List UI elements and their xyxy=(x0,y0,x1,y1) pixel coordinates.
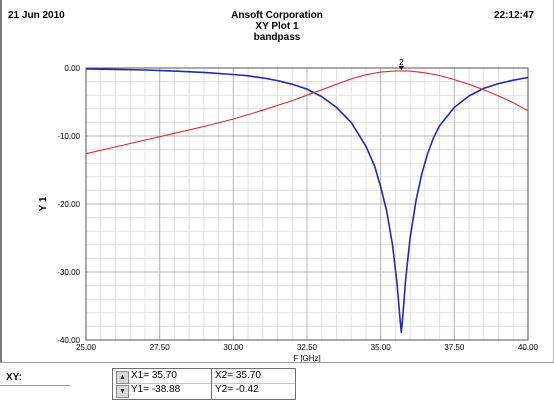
arrow-up-icon[interactable]: ▲ xyxy=(116,371,129,384)
header-title-block: Ansoft Corporation XY Plot 1 bandpass xyxy=(177,10,377,43)
y-tick-label: -30.00 xyxy=(57,268,80,277)
marker-y1-value: Y1= -38.88 xyxy=(131,384,181,395)
y-tick-labels: 0.00 -10.00 -20.00 -30.00 -40.00 xyxy=(57,64,80,345)
y-tick-label: 0.00 xyxy=(64,64,80,73)
series-line-2 xyxy=(85,70,529,155)
status-separator xyxy=(0,362,554,363)
series-line-1 xyxy=(85,68,529,334)
marker-layer[interactable]: 2 xyxy=(398,58,405,70)
design-name: bandpass xyxy=(253,32,301,43)
header-date: 21 Jun 2010 xyxy=(8,10,65,21)
y-tick-label: -20.00 xyxy=(57,200,80,209)
x-tick-label: 37.50 xyxy=(444,343,465,352)
x-tick-label: 30.00 xyxy=(223,343,244,352)
marker-readout-box: ▲ ▼ X1= 35.70 Y1= -38.88 X2= 35.70 Y2= -… xyxy=(112,368,296,400)
x-tick-label: 25.00 xyxy=(76,343,97,352)
x-tick-label: 27.50 xyxy=(150,343,171,352)
marker-triangle[interactable] xyxy=(398,65,405,70)
header-time: 22:12:47 xyxy=(493,10,534,21)
arrow-down-icon[interactable]: ▼ xyxy=(116,385,129,398)
plot-title: XY Plot 1 xyxy=(255,21,299,32)
series-layer xyxy=(85,68,529,334)
x-tick-label: 40.00 xyxy=(518,343,539,352)
x-tick-label: 35.00 xyxy=(371,343,392,352)
xy-label: XY: xyxy=(6,372,22,383)
marker-row-separator xyxy=(129,383,295,384)
y-axis-label: Y 1 xyxy=(38,196,49,211)
marker-y2-value: Y2= -0.42 xyxy=(215,384,259,395)
marker-x1-value: X1= 35.70 xyxy=(131,370,177,381)
xy-underline xyxy=(0,385,70,386)
marker-x2-value: X2= 35.70 xyxy=(215,370,261,381)
header-company: Ansoft Corporation xyxy=(231,10,323,21)
y-tick-label: -40.00 xyxy=(57,336,80,345)
plot-area-border xyxy=(85,67,529,341)
x-tick-labels: 25.00 27.50 30.00 32.50 35.00 37.50 40.00 xyxy=(76,343,539,352)
y-tick-label: -10.00 xyxy=(57,132,80,141)
xy-plot[interactable]: 25.00 27.50 30.00 32.50 35.00 37.50 40.00 0.00… xyxy=(0,0,554,370)
marker-label: 2 xyxy=(399,58,404,67)
marker-column-separator xyxy=(211,369,212,399)
x-tick-label: 32.50 xyxy=(297,343,318,352)
x-axis-label: F [GHz] xyxy=(293,354,321,363)
window-left-edge xyxy=(0,0,2,362)
